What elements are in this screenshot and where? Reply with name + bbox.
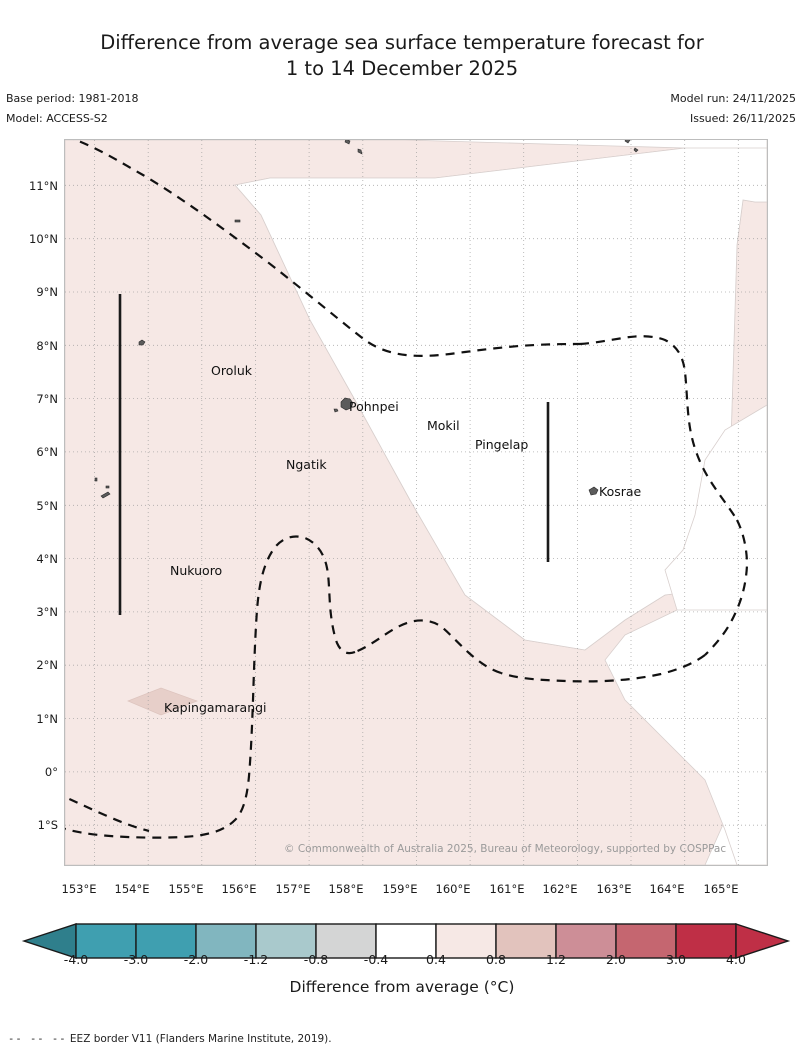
colorbar-seg-5 xyxy=(375,923,437,959)
x-tick-153e: 153°E xyxy=(61,882,97,896)
colorbar-seg-1 xyxy=(135,923,197,959)
colorbar-tick--0.8: -0.8 xyxy=(303,952,329,967)
map-gridlines xyxy=(65,140,767,865)
y-tick-8n: 8°N xyxy=(36,339,58,353)
colorbar-seg-8 xyxy=(555,923,617,959)
place-label-kosrae: Kosrae xyxy=(599,484,642,499)
colorbar-seg-3 xyxy=(255,923,317,959)
y-tick-9n: 9°N xyxy=(36,285,58,299)
y-tick-0: 0° xyxy=(44,765,58,779)
colorbar-tick--4.0: -4.0 xyxy=(63,952,89,967)
colorbar-tick-0.8: 0.8 xyxy=(486,952,506,967)
eez-legend: -- -- -- EEZ border V11 (Flanders Marine… xyxy=(8,1033,332,1045)
x-tick-159e: 159°E xyxy=(382,882,418,896)
colorbar-axis-label: Difference from average (°C) xyxy=(289,978,515,996)
y-tick-1s: 1°S xyxy=(37,818,58,832)
colorbar-tick-3.0: 3.0 xyxy=(666,952,686,967)
x-tick-163e: 163°E xyxy=(596,882,632,896)
y-tick-2n: 2°N xyxy=(36,658,58,672)
issued-text: Issued: 26/11/2025 xyxy=(689,112,796,125)
colorbar-seg-6 xyxy=(435,923,497,959)
x-tick-161e: 161°E xyxy=(489,882,525,896)
place-label-oroluk: Oroluk xyxy=(211,363,252,378)
colorbar-seg-2 xyxy=(195,923,257,959)
page-title: Difference from average sea surface temp… xyxy=(0,30,804,82)
model-run-text: Model run: 24/11/2025 xyxy=(670,92,796,105)
no-data-region-lower-right xyxy=(604,609,767,865)
x-tick-157e: 157°E xyxy=(275,882,311,896)
eez-border xyxy=(65,140,749,839)
map-canvas xyxy=(64,139,768,866)
colorbar-tick--1.2: -1.2 xyxy=(243,952,269,967)
island-shapes xyxy=(94,140,639,499)
colorbar-tick--2.0: -2.0 xyxy=(183,952,209,967)
y-tick-3n: 3°N xyxy=(36,605,58,619)
x-tick-160e: 160°E xyxy=(435,882,471,896)
y-tick-4n: 4°N xyxy=(36,552,58,566)
map-copyright: © Commonwealth of Australia 2025, Bureau… xyxy=(284,843,727,855)
eez-dash-symbol: -- -- -- xyxy=(8,1033,67,1045)
y-tick-7n: 7°N xyxy=(36,392,58,406)
place-label-kapingamarangi: Kapingamarangi xyxy=(164,700,267,715)
colorbar-tick--3.0: -3.0 xyxy=(123,952,149,967)
x-tick-158e: 158°E xyxy=(328,882,364,896)
y-tick-5n: 5°N xyxy=(36,499,58,513)
colorbar-over-arrow xyxy=(735,923,791,959)
x-tick-155e: 155°E xyxy=(168,882,204,896)
y-tick-6n: 6°N xyxy=(36,445,58,459)
colorbar-tick-2.0: 2.0 xyxy=(606,952,626,967)
place-label-ngatik: Ngatik xyxy=(286,457,327,472)
y-tick-11n: 11°N xyxy=(29,179,58,193)
colorbar-seg-4 xyxy=(315,923,377,959)
title-line-1: Difference from average sea surface temp… xyxy=(100,31,704,54)
colorbar-tick-4.0: 4.0 xyxy=(726,952,746,967)
place-label-nukuoro: Nukuoro xyxy=(170,563,223,578)
x-tick-154e: 154°E xyxy=(114,882,150,896)
colorbar-graphic xyxy=(21,923,791,959)
colorbar-seg-9 xyxy=(615,923,677,959)
x-tick-165e: 165°E xyxy=(703,882,739,896)
eez-legend-text: EEZ border V11 (Flanders Marine Institut… xyxy=(69,1033,332,1045)
y-tick-1n: 1°N xyxy=(36,712,58,726)
model-text: Model: ACCESS-S2 xyxy=(6,112,108,125)
colorbar xyxy=(0,922,804,960)
colorbar-tick--0.4: -0.4 xyxy=(363,952,389,967)
place-label-pingelap: Pingelap xyxy=(475,437,529,452)
colorbar-tick-1.2: 1.2 xyxy=(546,952,566,967)
y-tick-10n: 10°N xyxy=(29,232,58,246)
colorbar-tick-0.4: 0.4 xyxy=(426,952,446,967)
colorbar-seg-0 xyxy=(75,923,137,959)
anomaly-region-warm-patch xyxy=(127,687,198,716)
base-period-text: Base period: 1981-2018 xyxy=(6,92,139,105)
map-plot-area[interactable]: Oroluk Pohnpei Mokil Pingelap Ngatik Kos… xyxy=(64,139,768,866)
x-tick-162e: 162°E xyxy=(542,882,578,896)
title-line-2: 1 to 14 December 2025 xyxy=(285,57,519,80)
x-tick-156e: 156°E xyxy=(221,882,257,896)
place-label-pohnpei: Pohnpei xyxy=(349,399,399,414)
place-label-mokil: Mokil xyxy=(427,418,460,433)
map-graphic xyxy=(65,140,767,865)
x-tick-164e: 164°E xyxy=(649,882,685,896)
